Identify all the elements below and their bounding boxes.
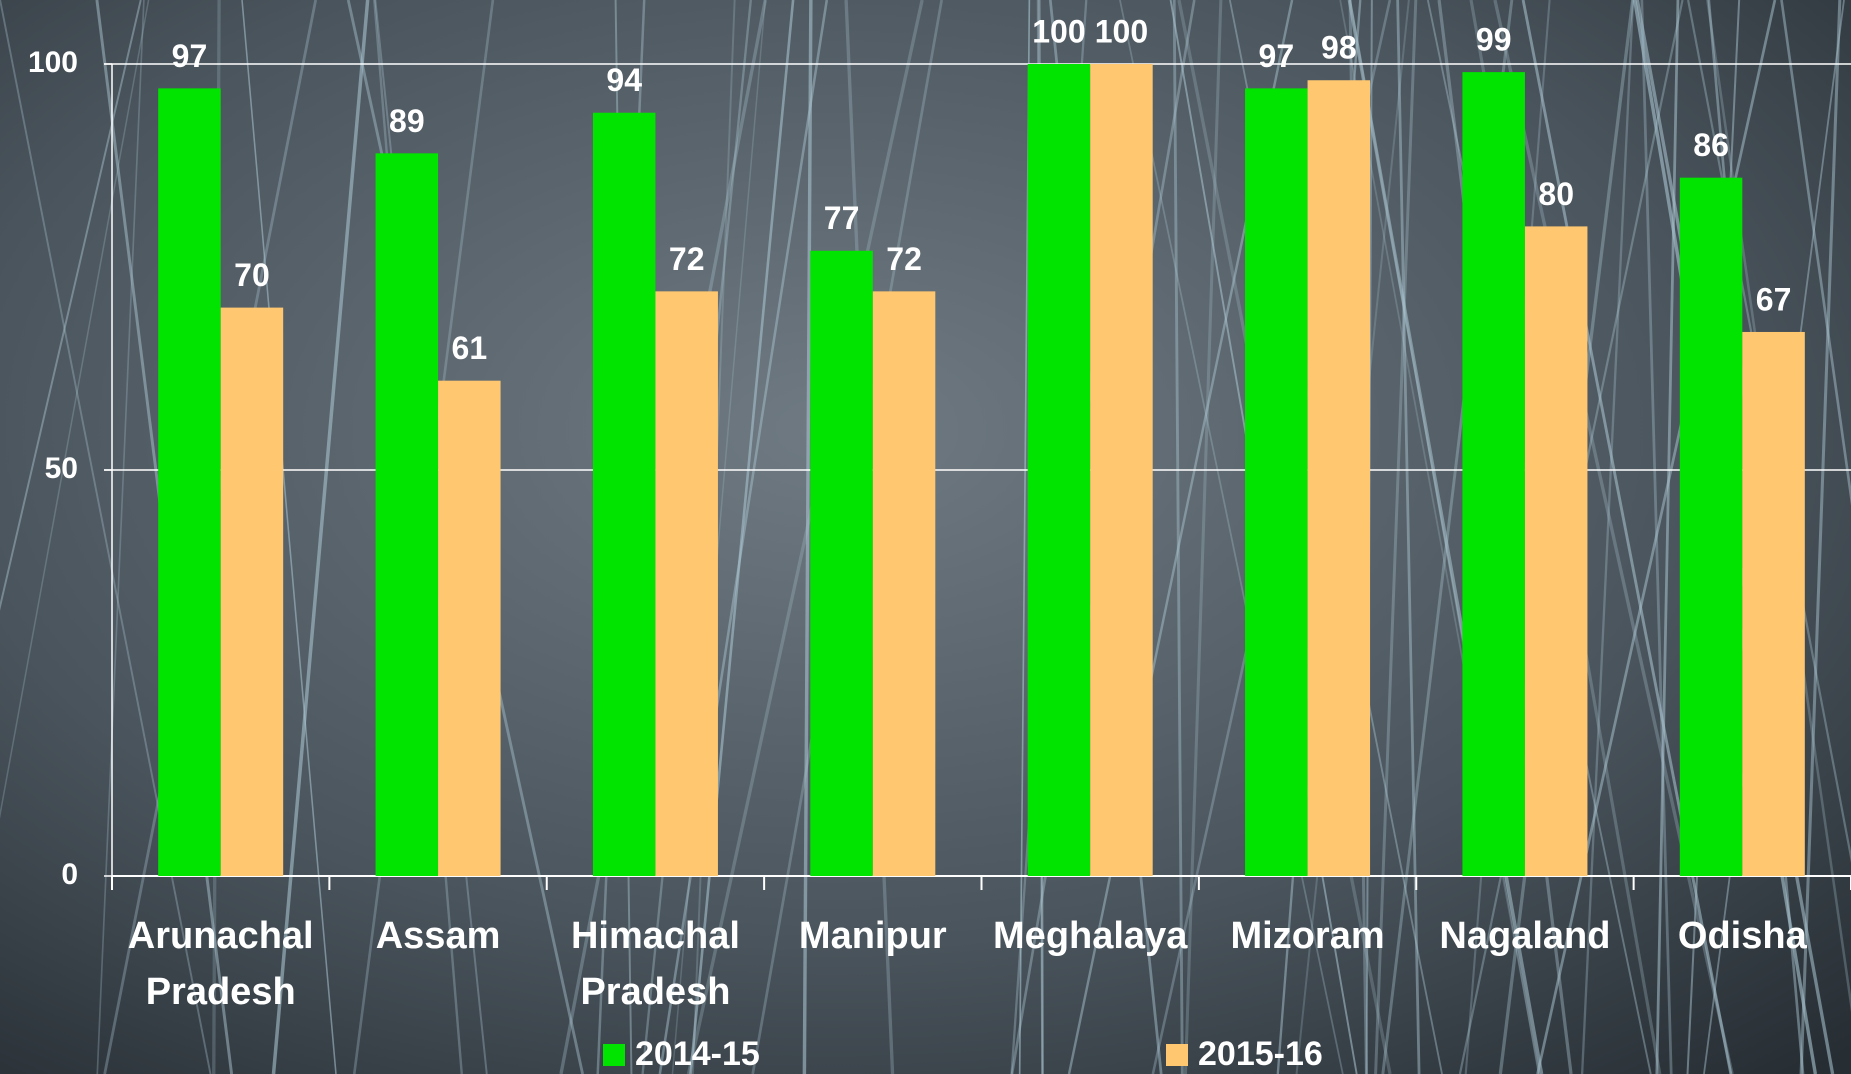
decor-line [1119, 0, 1344, 1074]
x-tick-label: Nagaland [1439, 915, 1610, 957]
decor-line [1521, 0, 1733, 1074]
data-label: 97 [172, 38, 208, 74]
decor-line [686, 0, 924, 1074]
x-tick-label: Meghalaya [993, 915, 1188, 957]
bar [1090, 64, 1153, 876]
plot: 0 50 100 Arunachal Pradesh 97 70 Assam 89 61 Himac… [28, 13, 1851, 1073]
data-label: 100 [1032, 13, 1085, 49]
decor-line [1780, 0, 1851, 506]
decor-line [96, 0, 145, 1074]
legend-label: 2015-16 [1198, 1035, 1323, 1073]
decor-line [1580, 0, 1635, 1074]
x-tick-label: Manipur [799, 915, 947, 957]
bar [1742, 331, 1805, 877]
bar [1027, 64, 1091, 876]
x-tick-label: Mizoram [1230, 915, 1384, 957]
decor-line [0, 0, 212, 1074]
data-label: 89 [389, 103, 425, 139]
x-tick-label: Himachal Pradesh [571, 915, 740, 1013]
bar [220, 307, 284, 877]
decor-line [1347, 0, 1544, 1074]
legend-label: 2014-15 [635, 1035, 760, 1073]
bar [1462, 72, 1525, 877]
x-tick-label: Assam [376, 915, 501, 957]
bar [810, 250, 873, 876]
legend-swatch [603, 1044, 625, 1066]
decor-line [271, 0, 370, 1074]
x-tick-label: Odisha [1678, 915, 1808, 957]
decor-line [1655, 0, 1680, 1074]
decor-line [689, 0, 795, 1074]
decor-line [1493, 0, 1734, 1074]
decor-line [1339, 0, 1541, 1074]
x-tick-label: Arunachal Pradesh [128, 915, 314, 1013]
legend-swatch [1166, 1044, 1188, 1066]
data-label: 67 [1756, 281, 1792, 317]
decor-line [1374, 0, 1418, 1074]
y-tick-label: 100 [28, 46, 78, 79]
bar [375, 153, 439, 876]
data-label: 77 [824, 200, 860, 236]
decor-line [802, 0, 813, 1074]
data-label: 70 [234, 257, 270, 293]
decor-line [671, 0, 766, 1074]
bar [158, 88, 221, 877]
data-label: 86 [1693, 127, 1729, 163]
bar [872, 291, 936, 876]
data-label: 80 [1538, 176, 1574, 212]
decor-line [1172, 0, 1184, 1074]
data-label: 97 [1259, 38, 1295, 74]
y-tick-label: 0 [61, 858, 78, 891]
data-label: 72 [669, 241, 705, 277]
bar [1524, 226, 1588, 876]
bar [438, 380, 501, 876]
decor-line [1799, 0, 1842, 1074]
decor-line [1396, 0, 1421, 1074]
bar [592, 112, 656, 877]
data-label: 100 [1095, 13, 1148, 49]
decor-line [1183, 0, 1223, 1074]
decor-line [0, 0, 142, 611]
decor-line [658, 0, 829, 1074]
y-tick-label: 50 [45, 452, 78, 485]
data-label: 99 [1476, 22, 1512, 58]
bar [1307, 80, 1371, 877]
decor-line [241, 0, 337, 1074]
data-label: 61 [452, 330, 488, 366]
data-label: 98 [1321, 30, 1357, 66]
data-label: 94 [606, 62, 642, 98]
data-label: 72 [886, 241, 922, 277]
decor-line [0, 0, 150, 819]
bar [655, 291, 718, 876]
bar [1679, 177, 1743, 876]
bar [1245, 88, 1308, 877]
